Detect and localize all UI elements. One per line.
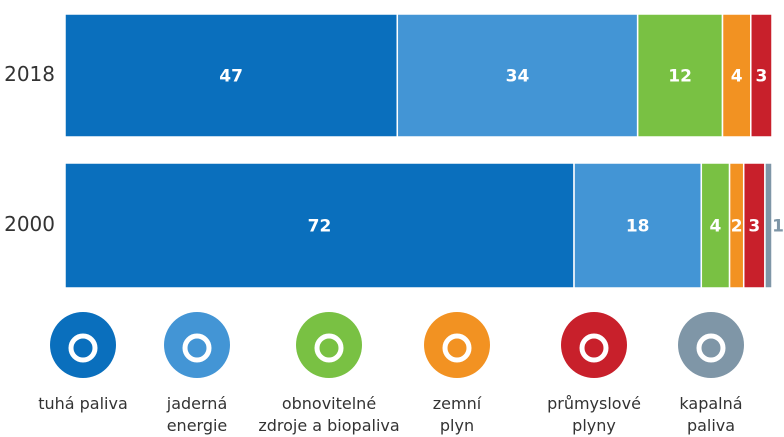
legend-icon-glyph	[314, 333, 344, 363]
legend-icon	[296, 312, 362, 378]
legend-icon	[424, 312, 490, 378]
value-label: 18	[626, 217, 650, 237]
bar-segment	[64, 162, 575, 289]
legend-icon-glyph	[442, 333, 472, 363]
value-label: 12	[668, 67, 692, 87]
value-label: 4	[731, 67, 743, 87]
legend-icon	[561, 312, 627, 378]
y-tick-label: 2018	[4, 62, 55, 86]
bar-segment	[64, 13, 399, 138]
legend-label: průmyslové plyny	[547, 394, 641, 435]
legend-icon	[164, 312, 230, 378]
value-label: 3	[755, 67, 767, 87]
value-label: 72	[308, 217, 332, 237]
bar-segment	[573, 162, 703, 289]
y-tick-label: 2000	[4, 212, 55, 236]
value-label: 3	[748, 217, 760, 237]
value-label: 34	[506, 67, 530, 87]
bar-segment	[636, 13, 724, 138]
value-label: 47	[219, 67, 243, 87]
value-label: 4	[710, 217, 722, 237]
value-label: 2	[731, 217, 743, 237]
legend-label: obnovitelné zdroje a biopaliva	[258, 394, 400, 435]
legend-icon	[50, 312, 116, 378]
legend-icon-glyph	[68, 333, 98, 363]
legend-icon-glyph	[696, 333, 726, 363]
bar-segment	[750, 13, 773, 138]
value-label: 1	[772, 217, 784, 237]
legend-label: zemní plyn	[432, 394, 482, 435]
legend-icon-glyph	[182, 333, 212, 363]
legend-label: jaderná energie	[166, 394, 228, 435]
bar-segment	[396, 13, 639, 138]
legend-label: tuhá paliva	[38, 394, 128, 413]
legend-icon	[678, 312, 744, 378]
legend-icon-glyph	[579, 333, 609, 363]
legend-label: kapalná paliva	[679, 394, 743, 435]
bar-segment	[764, 162, 773, 289]
